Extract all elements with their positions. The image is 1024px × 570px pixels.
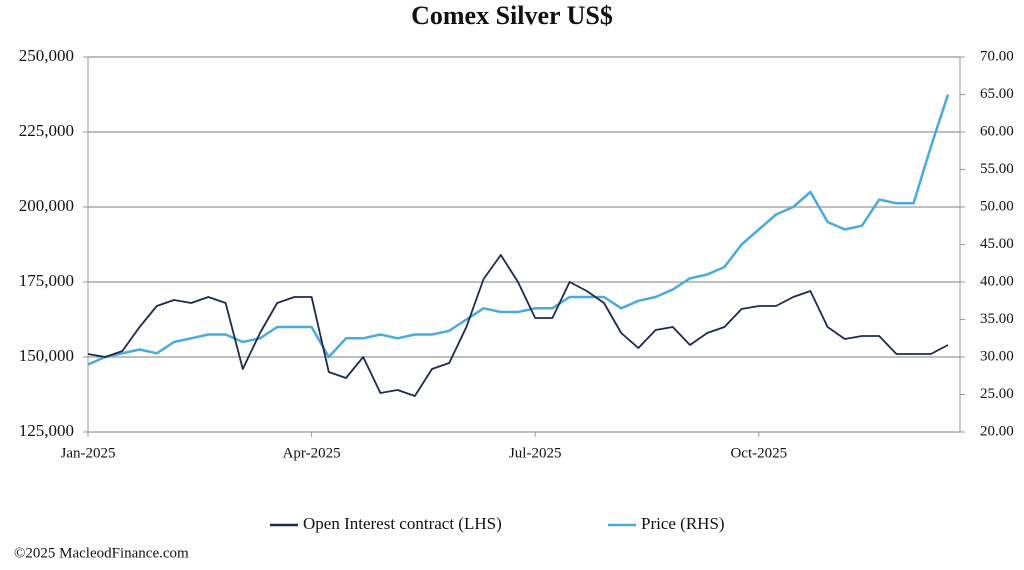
y-tick-label: 150,000 bbox=[19, 346, 74, 365]
plot-frame bbox=[87, 56, 961, 433]
y2-tick-label: 45.00 bbox=[980, 236, 1014, 252]
x-tick-label: Jul-2025 bbox=[509, 445, 562, 461]
y2-tick-label: 70.00 bbox=[980, 48, 1014, 64]
legend-label: Open Interest contract (LHS) bbox=[303, 514, 502, 533]
y-tick-label: 175,000 bbox=[19, 271, 74, 290]
y2-tick-label: 65.00 bbox=[980, 86, 1014, 102]
y2-tick-label: 55.00 bbox=[980, 161, 1014, 177]
y-tick-label: 225,000 bbox=[19, 121, 74, 140]
footer: ©2025 MacleodFinance.com bbox=[14, 545, 189, 561]
series-line bbox=[87, 254, 949, 397]
legend-label: Price (RHS) bbox=[641, 514, 725, 533]
x-tick-label: Apr-2025 bbox=[283, 445, 341, 461]
y-tick-label: 200,000 bbox=[19, 196, 74, 215]
y2-tick-label: 60.00 bbox=[980, 123, 1014, 139]
y2-tick-label: 30.00 bbox=[980, 348, 1014, 364]
y2-tick-label: 25.00 bbox=[980, 386, 1014, 402]
y-tick-label: 125,000 bbox=[19, 421, 74, 440]
y2-tick-label: 40.00 bbox=[980, 273, 1014, 289]
series-line bbox=[87, 94, 950, 366]
y2-tick-label: 35.00 bbox=[980, 311, 1014, 327]
x-tick-label: Jan-2025 bbox=[61, 445, 116, 461]
chart-title: Comex Silver US$ bbox=[411, 1, 613, 30]
y2-tick-label: 20.00 bbox=[980, 423, 1014, 439]
y2-tick-label: 50.00 bbox=[980, 198, 1014, 214]
x-tick-label: Oct-2025 bbox=[730, 445, 787, 461]
y-tick-label: 250,000 bbox=[19, 46, 74, 65]
